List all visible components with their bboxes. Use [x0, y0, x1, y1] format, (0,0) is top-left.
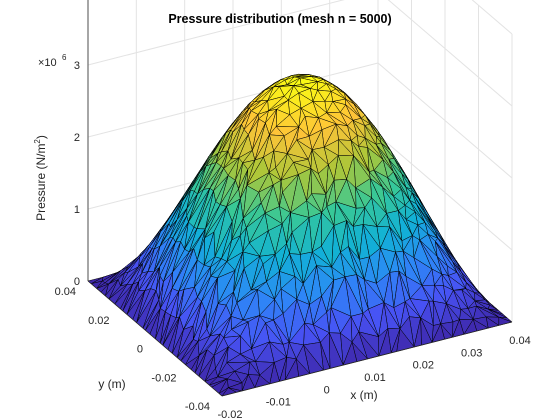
z-exponent-power: 6 [62, 53, 67, 62]
x-tick-label: -0.01 [266, 397, 291, 409]
x-tick-label: 0.03 [461, 347, 482, 359]
x-tick-label: 0.02 [413, 360, 434, 372]
z-tick-label: 1 [74, 204, 80, 216]
y-tick-label: -0.02 [151, 372, 176, 384]
z-exponent-base: ×10 [38, 57, 57, 69]
z-exponent: ×10 6 [38, 53, 67, 69]
z-axis-label-exp: 2 [33, 139, 42, 144]
x-axis-label: x (m) [350, 388, 377, 402]
wall-x-grid-z [377, 62, 513, 179]
z-axis-label-main: Pressure (N/m [34, 144, 48, 221]
wall-x-grid-z [387, 0, 513, 107]
z-tick-label: 3 [74, 60, 80, 72]
x-axis-line [221, 321, 513, 397]
y-axis-label: y (m) [98, 377, 125, 391]
chart-title: Pressure distribution (mesh n = 5000) [168, 12, 391, 26]
x-tick-label: 0.04 [509, 335, 530, 347]
wall-y-grid-z [87, 0, 345, 66]
y-tick-label: -0.04 [185, 401, 210, 413]
y-axis-line [87, 280, 223, 397]
z-tick-label: 2 [74, 132, 80, 144]
wall-y-grid-z [87, 62, 379, 138]
x-tick-label: 0.01 [364, 372, 385, 384]
y-tick-label: 0 [137, 344, 143, 356]
wall-x-grid-z [377, 134, 513, 251]
y-tick-label: 0.04 [55, 286, 76, 298]
axes-layer: -0.02-0.0100.010.020.030.04-0.04-0.0200.… [55, 0, 531, 420]
wall-x-grid-z [471, 0, 513, 35]
y-tick-label: 0.02 [88, 315, 109, 327]
z-axis-label-close: ) [34, 135, 48, 139]
z-tick-label: 0 [74, 276, 80, 288]
x-tick-label: -0.02 [217, 409, 242, 420]
x-tick-label: 0 [324, 384, 330, 396]
z-axis-label: Pressure (N/m2) [33, 135, 48, 221]
surface-layer [87, 73, 513, 397]
